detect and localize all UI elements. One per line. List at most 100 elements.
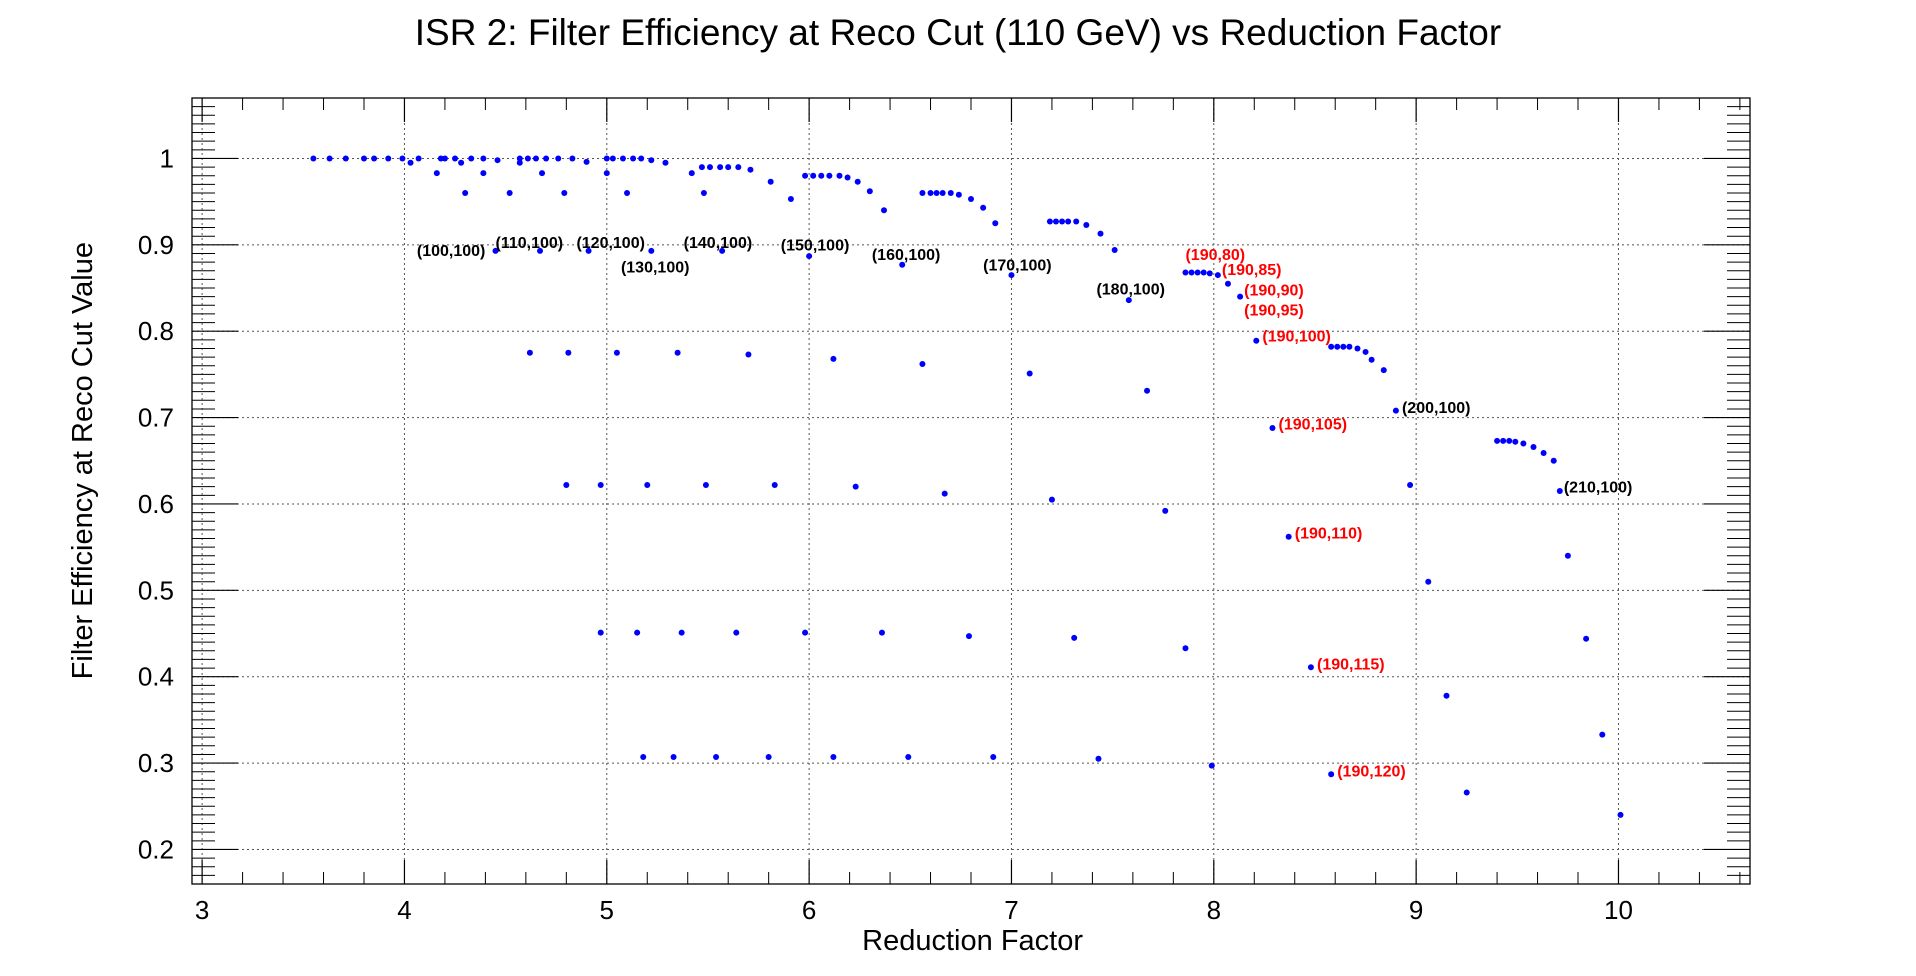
data-point [933, 190, 940, 197]
data-point [342, 155, 349, 162]
point-annotation: (190,105) [1279, 416, 1348, 433]
y-tick-label: 0.2 [138, 834, 174, 864]
data-point [1214, 272, 1221, 279]
data-point [844, 174, 851, 181]
y-tick-label: 0.9 [138, 230, 174, 260]
data-point [965, 633, 972, 640]
data-point [634, 629, 641, 636]
data-point [771, 481, 778, 488]
data-point [433, 170, 440, 177]
data-point [583, 158, 590, 165]
data-point [1368, 356, 1375, 363]
data-point [725, 164, 732, 171]
data-point [1556, 488, 1563, 494]
data-point [992, 220, 999, 227]
data-point [555, 155, 562, 162]
data-point [385, 155, 392, 162]
data-point [1206, 270, 1213, 277]
data-point [702, 481, 709, 488]
data-point [494, 157, 501, 164]
data-point [526, 349, 533, 356]
data-point [1346, 343, 1353, 350]
data-point [1530, 443, 1537, 450]
data-point [717, 164, 724, 171]
data-point [927, 190, 934, 197]
data-point [919, 361, 926, 368]
data-point [1463, 789, 1470, 796]
data-point [569, 155, 576, 162]
data-point [1071, 634, 1078, 641]
data-point [561, 190, 568, 197]
data-point [1583, 635, 1590, 642]
data-point [1285, 533, 1292, 540]
data-point [597, 481, 604, 488]
data-point [747, 166, 754, 173]
data-point [818, 172, 825, 179]
y-tick-labels: 0.2 0.3 0.4 0.5 0.6 0.7 0.8 0.9 1 [138, 143, 174, 864]
data-point [700, 190, 707, 197]
y-axis-label: Filter Efficiency at Reco Cut Value [67, 242, 99, 679]
y-tick-label: 0.8 [138, 316, 174, 346]
data-point [532, 155, 539, 162]
y-tick-label: 0.6 [138, 489, 174, 519]
y-tick-label: 0.5 [138, 575, 174, 605]
point-annotation: (110,100) [496, 235, 564, 252]
data-point [1443, 692, 1450, 699]
x-tick-label: 8 [1207, 895, 1221, 925]
data-point [854, 178, 861, 185]
x-tick-label: 10 [1604, 895, 1633, 925]
data-point [1095, 755, 1102, 762]
point-annotation: (190,85) [1222, 262, 1282, 279]
data-point [1194, 269, 1201, 276]
data-point [516, 159, 523, 166]
data-point [878, 629, 885, 636]
data-point [866, 188, 873, 195]
data-point [480, 155, 487, 162]
x-tick-label: 7 [1004, 895, 1018, 925]
point-annotation: (160,100) [872, 247, 941, 264]
data-point [939, 190, 946, 197]
data-point [1392, 407, 1399, 414]
point-annotation: (150,100) [781, 238, 850, 255]
data-point [830, 754, 837, 761]
data-point [1307, 664, 1314, 671]
data-point [1512, 438, 1519, 445]
data-point [706, 164, 713, 171]
point-annotations: (100,100) (110,100) (120,100) (130,100) (140… [417, 235, 1632, 781]
point-annotation: (190,110) [1295, 525, 1363, 542]
data-point [1182, 269, 1189, 276]
data-point [1564, 552, 1571, 559]
data-point [1188, 269, 1195, 276]
data-point [735, 164, 742, 171]
data-point [462, 190, 469, 197]
data-point [539, 170, 546, 177]
axis-ticks [192, 98, 1750, 884]
x-axis-label: Reduction Factor [862, 925, 1083, 957]
data-point [1617, 811, 1624, 818]
data-point [802, 629, 809, 636]
x-tick-label: 4 [397, 895, 411, 925]
data-point [452, 155, 459, 162]
data-point [713, 754, 720, 761]
data-point [1269, 424, 1276, 431]
point-annotation: (190,90) [1244, 283, 1304, 300]
data-point [1540, 449, 1547, 456]
data-point [516, 155, 523, 162]
data-point [1550, 457, 1557, 464]
x-tick-label: 5 [600, 895, 614, 925]
data-point [1506, 437, 1513, 444]
data-point [880, 207, 887, 214]
data-point [955, 191, 962, 198]
data-point [563, 481, 570, 488]
grid [192, 98, 1750, 884]
data-point [492, 247, 499, 254]
point-annotation: (190,80) [1185, 247, 1245, 264]
point-annotation: (190,120) [1337, 764, 1406, 781]
data-point [597, 629, 604, 636]
data-point [1065, 218, 1072, 225]
data-point [1097, 230, 1104, 237]
point-annotation: (130,100) [621, 259, 690, 276]
data-point [407, 159, 414, 166]
data-point [968, 196, 974, 203]
